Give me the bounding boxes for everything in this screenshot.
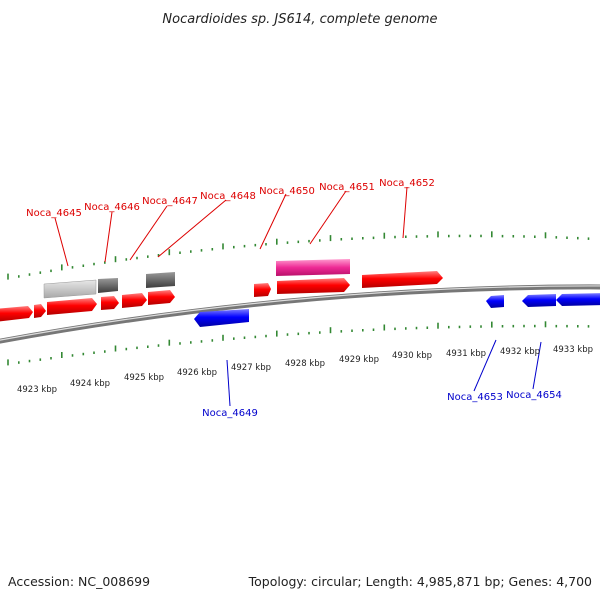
feature-box-pink[interactable] [276, 259, 350, 276]
feature-box-dark[interactable] [98, 278, 118, 293]
kbp-label: 4925 kbp [124, 373, 164, 383]
genome-summary-text: Topology: circular; Length: 4,985,871 bp… [248, 574, 592, 589]
map-title: Nocardioides sp. JS614, complete genome [162, 12, 437, 27]
gene-arrow-reverse[interactable] [556, 293, 600, 306]
gene-label-noca-4650[interactable]: Noca_4650 [259, 186, 315, 197]
gene-label-noca-4651[interactable]: Noca_4651 [319, 182, 375, 193]
genome-backbone [0, 284, 600, 344]
gene-arrow-forward[interactable] [362, 271, 443, 288]
kbp-label: 4931 kbp [446, 349, 486, 359]
gene-arrow-forward[interactable] [47, 298, 97, 315]
gene-arrow-reverse[interactable] [194, 309, 249, 327]
kbp-label: 4929 kbp [339, 355, 379, 365]
reverse-label-callouts [226, 339, 542, 407]
kbp-label: 4927 kbp [231, 363, 271, 373]
gene-label-noca-4647[interactable]: Noca_4647 [142, 196, 198, 207]
gene-label-noca-4645[interactable]: Noca_4645 [26, 208, 82, 219]
gene-arrow-forward[interactable] [122, 293, 147, 308]
gene-arrow-forward[interactable] [0, 306, 33, 322]
accession-text: Accession: NC_008699 [8, 574, 150, 589]
gene-label-noca-4649[interactable]: Noca_4649 [202, 408, 258, 419]
gene-arrow-forward[interactable] [277, 278, 350, 294]
kbp-label: 4933 kbp [553, 345, 593, 355]
kbp-label: 4923 kbp [17, 385, 57, 395]
kbp-label: 4924 kbp [70, 379, 110, 389]
gene-arrow-forward[interactable] [148, 290, 175, 305]
gene-arrow-forward[interactable] [34, 304, 46, 318]
gene-arrow-reverse[interactable] [486, 295, 504, 308]
gene-arrow-forward[interactable] [101, 296, 119, 310]
gene-label-noca-4654[interactable]: Noca_4654 [506, 390, 562, 401]
gene-arrow-forward[interactable] [254, 283, 271, 297]
gene-label-noca-4648[interactable]: Noca_4648 [200, 191, 256, 202]
kbp-label: 4932 kbp [500, 347, 540, 357]
kbp-label: 4930 kbp [392, 351, 432, 361]
feature-box-dark[interactable] [146, 272, 175, 288]
gene-label-noca-4646[interactable]: Noca_4646 [84, 202, 140, 213]
gene-label-noca-4652[interactable]: Noca_4652 [379, 178, 435, 189]
kbp-label: 4926 kbp [177, 368, 217, 378]
forward-label-callouts [54, 186, 408, 267]
genome-backbone-highlight [0, 285, 600, 341]
kbp-label: 4928 kbp [285, 359, 325, 369]
feature-box-light[interactable] [43, 279, 97, 299]
gene-label-noca-4653[interactable]: Noca_4653 [447, 392, 503, 403]
gene-arrow-reverse[interactable] [522, 294, 556, 307]
outer-tick-ring [7, 231, 590, 280]
inner-tick-ring [7, 321, 590, 366]
